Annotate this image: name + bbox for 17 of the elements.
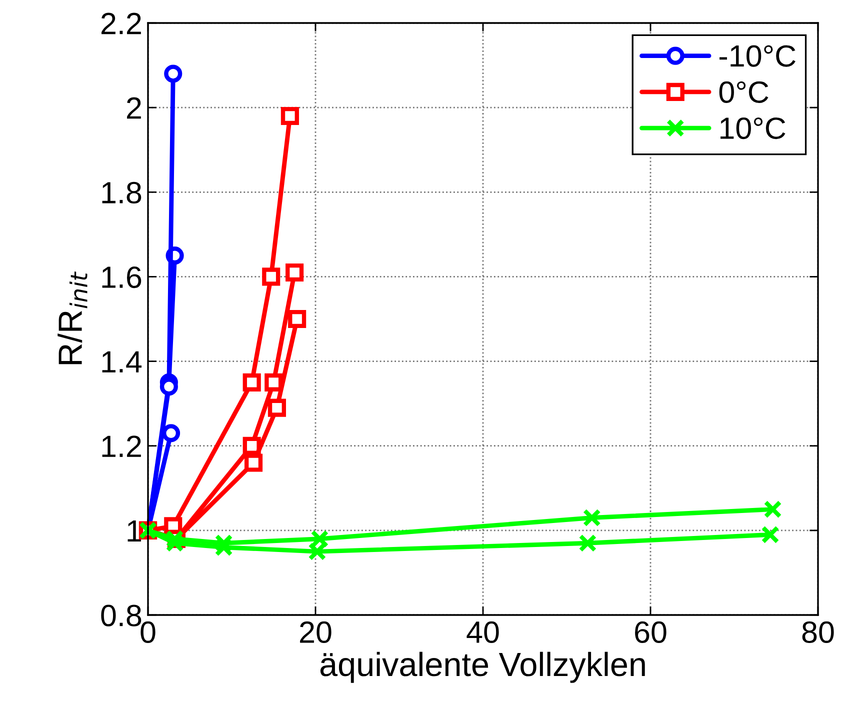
y-tick-label: 1.6 <box>102 266 142 288</box>
y-tick-label: 0.8 <box>101 604 142 626</box>
y-tick-label: 1.2 <box>102 436 141 457</box>
legend-label: 0°C <box>719 81 768 103</box>
legend-label: 10°C <box>720 117 786 140</box>
y-tick-label: 1.8 <box>102 182 142 204</box>
x-tick-label: 0 <box>140 621 156 643</box>
x-tick-label: 80 <box>802 621 834 643</box>
x-tick-label: 40 <box>466 621 499 643</box>
legend-label: -10°C <box>720 45 796 67</box>
x-axis-title: äquivalente Vollzyklen <box>320 652 645 683</box>
y-tick-label: 2 <box>126 97 141 119</box>
y-tick-label: 1.4 <box>102 351 142 372</box>
x-tick-label: 20 <box>300 621 332 643</box>
y-tick-label: 2.2 <box>102 12 141 34</box>
x-tick-label: 60 <box>635 621 666 643</box>
y-axis-title: R/R$_{init}$ <box>58 271 88 364</box>
